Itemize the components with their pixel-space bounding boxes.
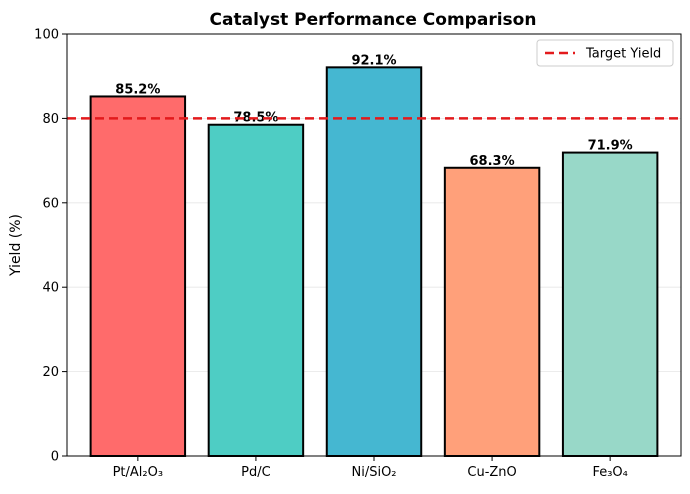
- bars: 85.2%78.5%92.1%68.3%71.9%: [89, 53, 659, 458]
- bar: [443, 166, 541, 458]
- bar: [207, 123, 305, 457]
- bar-value-label: 85.2%: [115, 82, 160, 97]
- bar: [325, 66, 423, 457]
- y-tick-label: 0: [51, 450, 59, 465]
- legend-box: [536, 39, 674, 67]
- x-tick-label: Pd/C: [241, 465, 271, 480]
- y-tick-label: 80: [42, 112, 59, 127]
- axes: 0 20 40 60 80 100 Pt/Al₂O₃ Pd/C Ni/SiO₂ Cu-ZnO Fe₃…: [34, 28, 682, 480]
- y-tick-label: 20: [42, 365, 59, 380]
- y-axis-label: Yield (%): [8, 214, 24, 277]
- x-tick-label: Fe₃O₄: [592, 465, 627, 480]
- bar: [89, 95, 187, 458]
- y-tick-label: 60: [42, 196, 59, 211]
- chart-title: Catalyst Performance Comparison: [210, 10, 537, 30]
- bar: [561, 151, 659, 457]
- x-tick-label: Cu-ZnO: [467, 465, 516, 480]
- bar-value-label: 71.9%: [588, 139, 633, 154]
- legend: Target Yield: [536, 39, 674, 67]
- y-tick-label: 100: [34, 28, 59, 43]
- bar-value-label: 92.1%: [351, 53, 396, 68]
- x-tick-label: Pt/Al₂O₃: [113, 465, 163, 480]
- bar-value-label: 68.3%: [470, 154, 515, 169]
- x-tick-label: Ni/SiO₂: [351, 465, 396, 480]
- legend-label-target-yield: Target Yield: [585, 47, 661, 62]
- y-tick-label: 40: [42, 281, 59, 296]
